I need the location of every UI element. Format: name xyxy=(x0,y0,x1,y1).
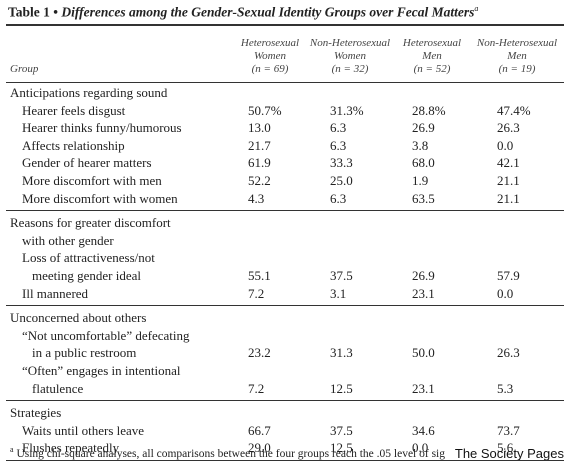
row-label: Flushes repeatedly xyxy=(22,440,120,456)
row-label: “Not uncomfortable” defecating xyxy=(22,327,190,343)
cell-value: 12.5 xyxy=(330,380,353,396)
column-header: (n = 19) xyxy=(498,63,536,75)
watermark: The Society Pages xyxy=(452,446,566,461)
cell-value: 66.7 xyxy=(248,422,271,438)
column-header: (n = 69) xyxy=(251,63,289,75)
table-label: Table 1 xyxy=(8,4,50,20)
cell-value: 0.0 xyxy=(497,285,514,301)
cell-value: 0.0 xyxy=(497,137,514,153)
column-header: Women xyxy=(254,50,286,62)
section-heading: with other gender xyxy=(22,232,114,248)
cell-value: 37.5 xyxy=(330,422,353,438)
column-header: Non-Heterosexual xyxy=(476,37,558,49)
cell-value: 29.0 xyxy=(248,440,271,456)
row-label: More discomfort with women xyxy=(22,190,178,206)
section-rule xyxy=(6,460,564,461)
column-header: Heterosexual xyxy=(402,37,462,49)
column-header: Non-Heterosexual xyxy=(309,37,391,49)
cell-value: 21.1 xyxy=(497,173,520,188)
row-label: flatulence xyxy=(32,380,84,396)
cell-value: 33.3 xyxy=(330,155,353,171)
cell-value: 23.1 xyxy=(412,285,435,301)
cell-value: 21.7 xyxy=(248,137,271,153)
cell-value: 7.2 xyxy=(248,285,265,301)
footnote-text: Using chi-square analyses, all compariso… xyxy=(16,447,446,460)
row-label: Loss of attractiveness/not xyxy=(22,250,155,266)
row-label: Affects relationship xyxy=(22,137,125,153)
cell-value: 73.7 xyxy=(497,422,520,438)
row-label: Waits until others leave xyxy=(22,422,145,438)
section-heading: Strategies xyxy=(10,405,62,421)
cell-value: 3.8 xyxy=(412,137,429,153)
cell-value: 31.3% xyxy=(330,102,364,118)
cell-value: 31.3 xyxy=(330,345,353,361)
cell-value: 23.1 xyxy=(412,380,435,396)
cell-value: 25.0 xyxy=(330,173,353,188)
cell-value: 6.3 xyxy=(330,137,347,153)
cell-value: 26.9 xyxy=(412,120,435,136)
cell-value: 42.1 xyxy=(497,155,520,171)
footnote: a Using chi-square analyses, all compari… xyxy=(10,445,445,460)
group-header: Group xyxy=(10,63,39,75)
cell-value: 5.3 xyxy=(497,380,514,396)
cell-value: 13.0 xyxy=(248,120,271,136)
row-label: Ill mannered xyxy=(22,285,89,301)
cell-value: 6.3 xyxy=(330,120,347,136)
section-rule xyxy=(6,305,564,307)
cell-value: 1.9 xyxy=(412,173,429,188)
row-label: in a public restroom xyxy=(32,345,137,361)
cell-value: 4.3 xyxy=(248,190,265,206)
cell-value: 7.2 xyxy=(248,380,265,396)
cell-value: 63.5 xyxy=(412,190,435,206)
table-title: Table 1 • Differences among the Gender-S… xyxy=(8,4,478,21)
section-heading: Anticipations regarding sound xyxy=(10,85,168,100)
cell-value: 61.9 xyxy=(248,155,271,171)
cell-value: 23.2 xyxy=(248,345,271,361)
column-header: (n = 52) xyxy=(413,63,451,75)
footnote-mark: a xyxy=(10,445,14,454)
cell-value: 26.3 xyxy=(497,120,520,136)
column-header: (n = 32) xyxy=(331,63,369,75)
row-label: meeting gender ideal xyxy=(32,268,142,283)
section-heading: Reasons for greater discomfort xyxy=(10,215,171,231)
row-label: Gender of hearer matters xyxy=(22,155,152,171)
section-rule xyxy=(6,210,564,212)
cell-value: 3.1 xyxy=(330,285,347,301)
cell-value: 50.7% xyxy=(248,102,282,118)
cell-value: 52.2 xyxy=(248,173,271,188)
cell-value: 12.5 xyxy=(330,440,353,456)
top-rule xyxy=(6,24,564,26)
cell-value: 26.3 xyxy=(497,345,520,361)
cell-value: 28.8% xyxy=(412,102,446,118)
cell-value: 26.9 xyxy=(412,268,435,283)
cell-value: 55.1 xyxy=(248,268,271,283)
column-header: Men xyxy=(507,50,527,62)
cell-value: 6.3 xyxy=(330,190,347,206)
cell-value: 50.0 xyxy=(412,345,435,361)
cell-value: 0.0 xyxy=(412,440,429,456)
cell-value: 5.6 xyxy=(497,440,514,456)
column-header: Men xyxy=(422,50,442,62)
note-mark: a xyxy=(474,4,479,13)
cell-value: 68.0 xyxy=(412,155,435,171)
column-header: Women xyxy=(334,50,366,62)
cell-value: 34.6 xyxy=(412,422,435,438)
section-rule xyxy=(6,400,564,402)
title-text: Differences among the Gender-Sexual Iden… xyxy=(61,4,475,20)
section-heading: Unconcerned about others xyxy=(10,310,147,326)
separator: • xyxy=(53,4,59,20)
row-label: “Often” engages in intentional xyxy=(22,363,181,378)
cell-value: 37.5 xyxy=(330,268,353,283)
row-label: Hearer thinks funny/humorous xyxy=(22,120,182,136)
column-header: Heterosexual xyxy=(240,37,300,49)
header-rule xyxy=(6,82,564,83)
cell-value: 57.9 xyxy=(497,268,520,283)
row-label: More discomfort with men xyxy=(22,173,162,188)
row-label: Hearer feels disgust xyxy=(22,102,126,118)
cell-value: 21.1 xyxy=(497,190,520,206)
cell-value: 47.4% xyxy=(497,102,531,118)
